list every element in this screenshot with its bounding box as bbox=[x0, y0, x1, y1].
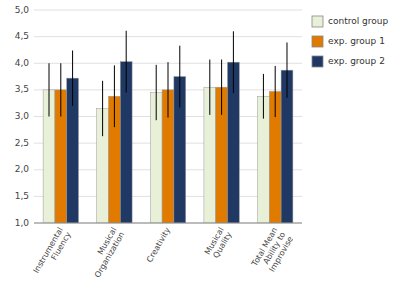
grid-line bbox=[34, 10, 302, 11]
y-tick-label: 4,5 bbox=[15, 31, 29, 41]
legend: control group exp. group 1 exp. group 2 bbox=[312, 16, 388, 67]
series bbox=[55, 60, 281, 223]
legend-swatch bbox=[312, 36, 323, 47]
series bbox=[67, 31, 293, 223]
error-bar bbox=[286, 42, 287, 97]
grid bbox=[34, 10, 302, 223]
y-tick-label: 2,0 bbox=[15, 164, 30, 174]
error-bar bbox=[275, 66, 276, 117]
legend-swatch bbox=[312, 56, 323, 67]
x-tick-label: MusicalQuality bbox=[203, 226, 234, 261]
error-bar bbox=[263, 74, 264, 119]
error-bar bbox=[72, 50, 73, 105]
legend-swatch bbox=[312, 16, 323, 27]
x-tick-label-line: Organization bbox=[93, 230, 126, 279]
series bbox=[43, 60, 269, 223]
x-tick-label: Total MeanAbility toImprovise bbox=[250, 226, 295, 278]
x-axis-line bbox=[34, 223, 302, 224]
error-bar bbox=[233, 31, 234, 93]
x-tick-label-line: Fluency bbox=[49, 230, 72, 262]
error-bar bbox=[60, 63, 61, 116]
y-tick-label: 3,5 bbox=[15, 84, 29, 94]
error-bar bbox=[126, 31, 127, 93]
grid-line bbox=[34, 223, 302, 224]
error-bar bbox=[209, 60, 210, 115]
error-bar bbox=[114, 65, 115, 127]
error-bar bbox=[168, 62, 169, 117]
x-tick-label-line: Quality bbox=[211, 230, 233, 259]
y-tick-label: 1,0 bbox=[15, 218, 30, 228]
y-tick-label: 4,0 bbox=[15, 58, 30, 68]
error-bar bbox=[179, 46, 180, 108]
error-bar bbox=[156, 65, 157, 120]
error-bar bbox=[102, 81, 103, 136]
x-tick-label-line: Improvise bbox=[268, 235, 295, 274]
x-tick-label-line: Creativity bbox=[145, 226, 172, 264]
error-bar bbox=[49, 63, 50, 116]
y-tick-label: 5,0 bbox=[15, 5, 30, 15]
x-axis: InstrumentalFluency MusicalOrganization Cr… bbox=[32, 226, 295, 280]
grid-line bbox=[34, 36, 302, 37]
chart: 1,0 1,5 2,0 2,5 3,0 3,5 4,0 4,5 5,0 InstrumentalF… bbox=[0, 0, 400, 291]
x-tick-label: MusicalOrganization bbox=[85, 226, 126, 279]
error-bar bbox=[221, 60, 222, 115]
legend-label: exp. group 2 bbox=[328, 56, 385, 66]
y-tick-label: 1,5 bbox=[15, 191, 29, 201]
legend-label: exp. group 1 bbox=[328, 36, 385, 46]
marks bbox=[43, 31, 293, 223]
y-tick-label: 3,0 bbox=[15, 111, 30, 121]
y-axis: 1,0 1,5 2,0 2,5 3,0 3,5 4,0 4,5 5,0 bbox=[15, 5, 30, 228]
legend-label: control group bbox=[328, 16, 388, 26]
y-tick-label: 2,5 bbox=[15, 138, 29, 148]
x-tick-label: InstrumentalFluency bbox=[32, 226, 73, 280]
x-tick-label: Creativity bbox=[145, 226, 172, 264]
